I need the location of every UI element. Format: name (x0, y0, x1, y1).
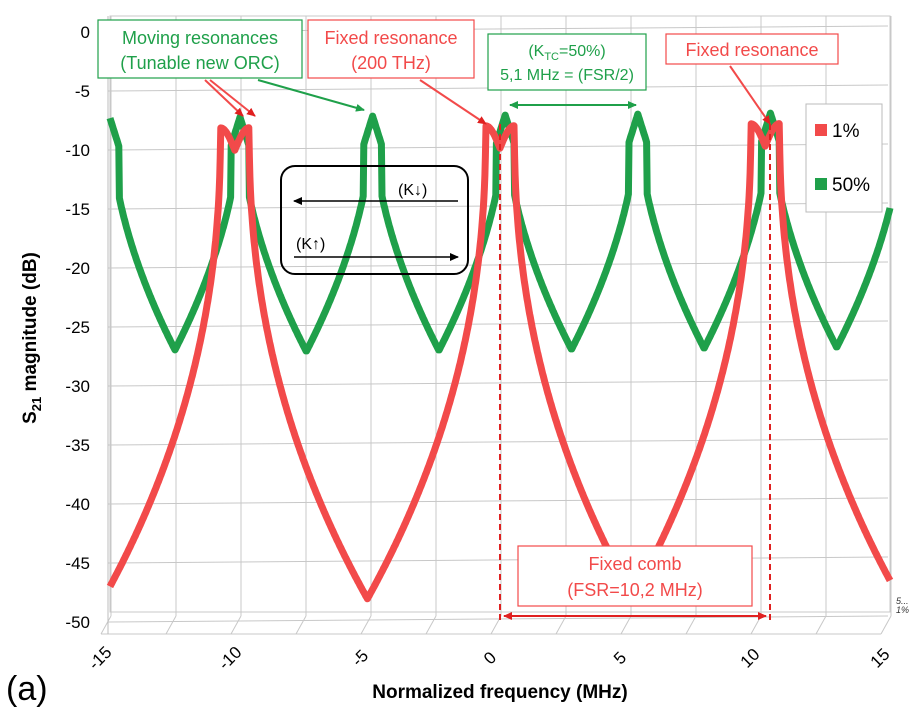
x-tick-label: 15 (867, 645, 894, 672)
k-down-label: (K↓) (398, 182, 427, 199)
x-tick-label: -5 (348, 646, 372, 670)
annotation-comb-box (517, 545, 753, 607)
annotation-fixed2-line1: Fixed resonance (685, 40, 818, 60)
grid-floor-line (425, 615, 437, 635)
grid-hline (107, 379, 889, 387)
depth-label: 1% (896, 605, 909, 615)
annotation-fixed2-box (665, 33, 839, 65)
y-tick-label: -10 (65, 141, 90, 160)
arrow-fixed1 (419, 79, 487, 125)
y-axis-title-rest: magnitude (dB) (20, 252, 41, 397)
y-tick-label: 0 (81, 23, 90, 42)
x-tick-label: 10 (737, 645, 764, 672)
y-tick-label: -45 (65, 554, 90, 573)
arrow-fixed2 (729, 65, 771, 125)
grid-hline (107, 497, 889, 505)
grid-hline (107, 320, 889, 328)
grid-floor-line (295, 615, 307, 635)
y-tick-label: -20 (65, 259, 90, 278)
legend-swatch-1 (815, 124, 827, 136)
grid-hline (107, 261, 889, 269)
k-up-label: (K↑) (296, 236, 325, 253)
grid (100, 15, 892, 635)
annotation-comb-line1: Fixed comb (588, 554, 681, 574)
y-tick-label: -15 (65, 200, 90, 219)
grid-floor-line (165, 615, 177, 635)
y-tick-label: -5 (75, 82, 90, 101)
x-tick-label: -15 (85, 643, 116, 674)
grid-floor-line (230, 615, 242, 635)
grid-floor-line (100, 615, 112, 635)
series-50pct-line (106, 109, 894, 355)
annotation-ktc-box (487, 33, 647, 91)
x-tick-label: 0 (480, 648, 500, 668)
y-axis-title-sub: 21 (29, 397, 44, 411)
y-tick-label: -50 (65, 613, 90, 632)
grid-floor-line (750, 615, 762, 635)
annotation-moving-box (97, 19, 303, 79)
annotations: Moving resonances (Tunable new ORC) Fixe… (97, 19, 839, 622)
annotation-moving-line2: (Tunable new ORC) (120, 53, 279, 73)
grid-floor-line (620, 615, 632, 635)
grid-floor-line (685, 615, 697, 635)
y-axis-title-main: S (20, 411, 41, 424)
y-tick-label: -30 (65, 377, 90, 396)
arrow-moving-2 (209, 79, 256, 117)
panel-label: (a) (6, 670, 48, 708)
annotation-fixed1-line1: Fixed resonance (324, 28, 457, 48)
x-axis-title: Normalized frequency (MHz) (372, 682, 627, 703)
grid-floor-line (360, 615, 372, 635)
grid-floor-line (815, 615, 827, 635)
annotation-fixed1-box (307, 19, 475, 79)
x-tick-label: -10 (215, 643, 246, 674)
annotation-ktc-line2: 5,1 MHz = (FSR/2) (500, 67, 634, 84)
y-tick-label: -40 (65, 495, 90, 514)
legend-label-2: 50% (832, 175, 870, 196)
arrow-moving-1 (204, 79, 244, 117)
annotation-moving-line1: Moving resonances (122, 28, 278, 48)
legend: 1% 50% (805, 103, 883, 213)
grid-floor-line (880, 615, 892, 635)
legend-box (805, 103, 883, 213)
ktc-post: =50%) (559, 43, 606, 60)
annotation-comb-line2: (FSR=10,2 MHz) (567, 580, 703, 600)
legend-label-1: 1% (832, 121, 860, 142)
grid-hline (107, 556, 889, 564)
ktc-sub: TC (544, 51, 559, 63)
ktc-pre: (K (528, 43, 544, 60)
y-tick-label: -35 (65, 436, 90, 455)
arrow-moving-3 (257, 79, 365, 112)
axes: 0-5-10-15-20-25-30-35-40-45-50-15 -10 -5 0 5… (65, 23, 909, 674)
x-tick-label: 5 (610, 648, 630, 668)
legend-swatch-2 (815, 178, 827, 190)
k-box (280, 165, 469, 275)
grid-hline (107, 438, 889, 446)
annotation-fixed1-line2: (200 THz) (351, 53, 431, 73)
y-axis-title: S21 magnitude (dB) (20, 252, 44, 424)
annotation-ktc-line1: (KTC=50%) (528, 43, 605, 63)
y-tick-label: -25 (65, 318, 90, 337)
depth-label: 5... (896, 596, 909, 606)
